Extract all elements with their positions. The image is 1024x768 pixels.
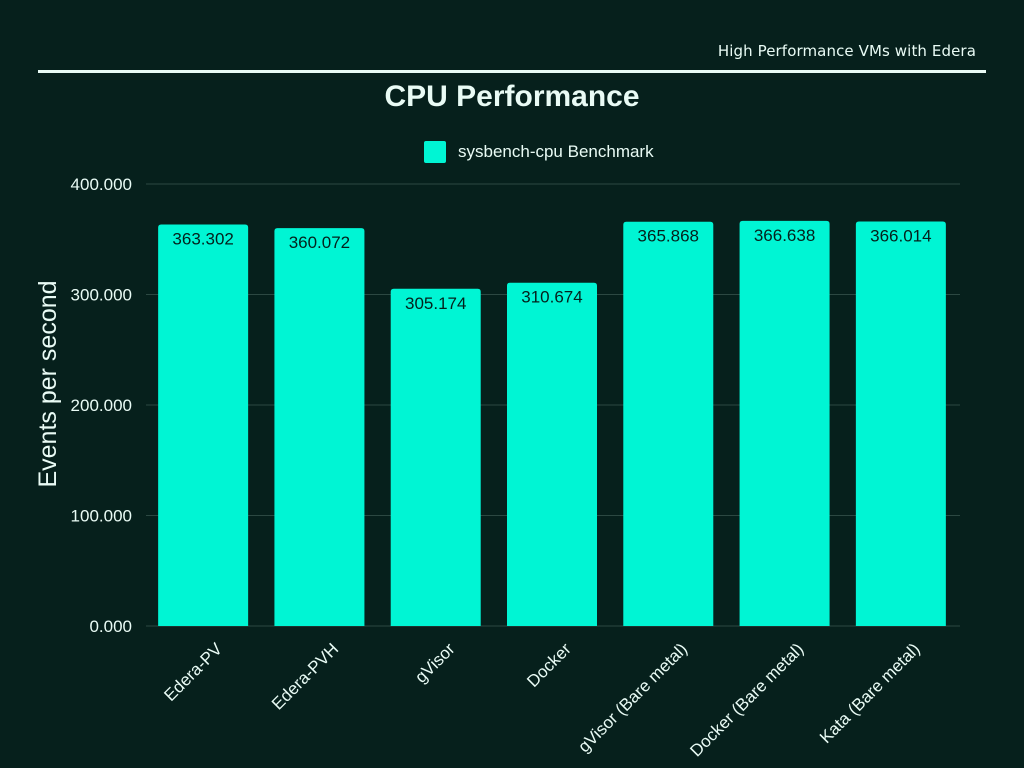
header-text: High Performance VMs with Edera xyxy=(717,42,976,60)
bar-value-label: 366.014 xyxy=(870,227,931,246)
chart-title: CPU Performance xyxy=(384,80,639,113)
bar-kata-bare-metal xyxy=(855,221,946,626)
x-tick-label: Kata (Bare metal) xyxy=(816,639,924,747)
y-tick-label: 0.000 xyxy=(89,617,132,636)
y-tick-label: 100.000 xyxy=(71,507,132,526)
legend: sysbench-cpu Benchmark xyxy=(424,141,654,163)
x-tick-label: Docker xyxy=(523,639,575,691)
header-divider xyxy=(38,70,986,73)
bar-edera-pv xyxy=(158,224,249,627)
bar-gvisor xyxy=(390,288,481,626)
bar-value-labels: 363.302 360.072 305.174 310.674 365.868 366.6… xyxy=(172,226,931,313)
bar-docker xyxy=(507,282,597,626)
bar-value-label: 363.302 xyxy=(172,230,233,249)
bar-value-label: 360.072 xyxy=(289,233,350,252)
x-tick-label: gVisor xyxy=(411,639,459,687)
y-axis-ticks: 0.000 100.000 200.000 300.000 400.000 xyxy=(71,175,132,636)
bars xyxy=(158,220,946,627)
x-axis-ticks: Edera-PV Edera-PVH gVisor Docker gVisor (Bar… xyxy=(160,639,923,760)
y-axis-label: Events per second xyxy=(34,280,62,487)
y-tick-label: 200.000 xyxy=(71,396,132,415)
bar-docker-bare-metal xyxy=(739,220,830,627)
x-tick-label: gVisor (Bare metal) xyxy=(574,639,691,756)
y-tick-label: 400.000 xyxy=(71,175,132,194)
legend-label: sysbench-cpu Benchmark xyxy=(458,142,654,161)
x-tick-label: Edera-PVH xyxy=(268,639,342,713)
legend-swatch xyxy=(424,141,446,163)
bar-value-label: 310.674 xyxy=(521,288,582,307)
bar-value-label: 366.638 xyxy=(754,226,815,245)
bar-gvisor-bare-metal xyxy=(623,221,714,626)
x-tick-label: Edera-PV xyxy=(160,639,226,705)
bar-edera-pvh xyxy=(274,228,365,627)
bar-value-label: 305.174 xyxy=(405,294,466,313)
bar-value-label: 365.868 xyxy=(638,227,699,246)
y-tick-label: 300.000 xyxy=(71,286,132,305)
x-tick-label: Docker (Bare metal) xyxy=(686,639,807,760)
